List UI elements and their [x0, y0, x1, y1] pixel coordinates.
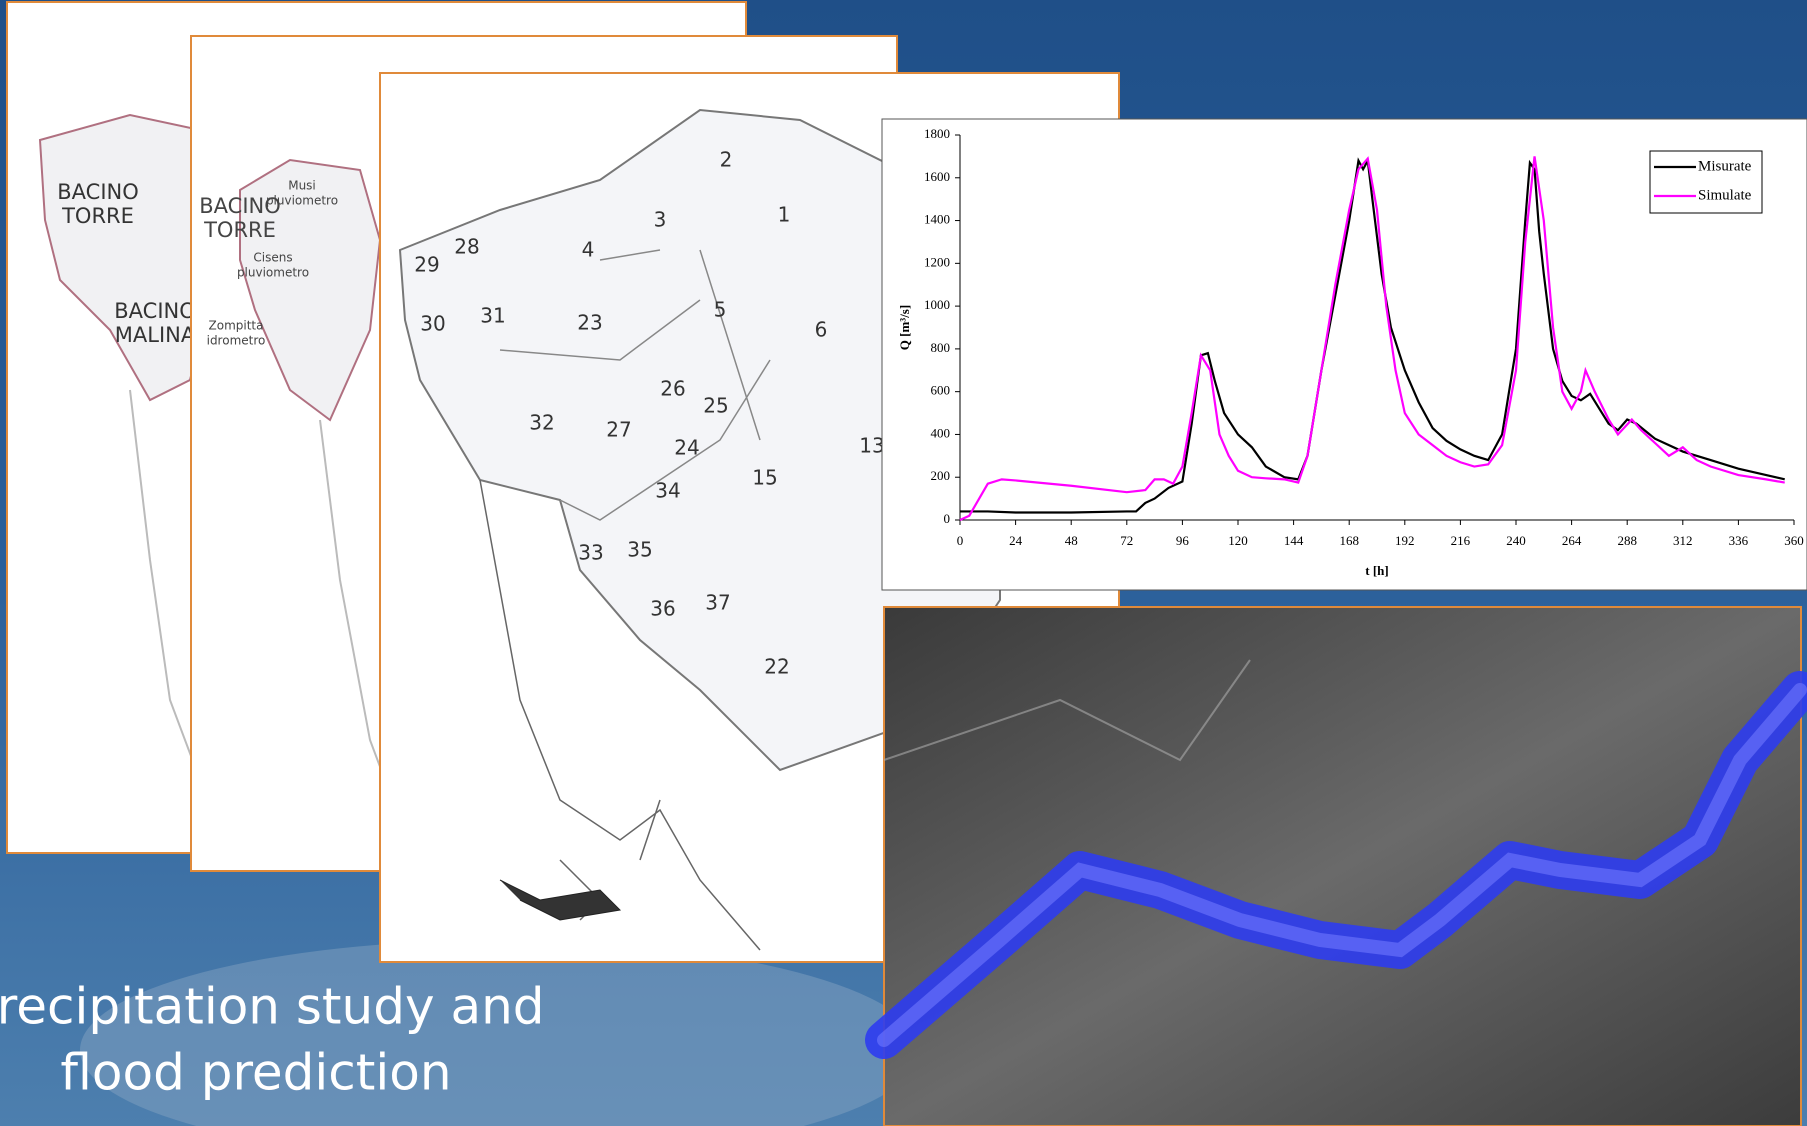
map-label: TORRE [203, 218, 276, 242]
map-label: 22 [764, 655, 789, 679]
map-label: 37 [705, 591, 730, 615]
map-label: 35 [627, 538, 652, 562]
y-tick-label: 600 [931, 383, 951, 398]
flood-aerial-photo [884, 607, 1801, 1126]
x-tick-label: 168 [1339, 533, 1359, 548]
map-label: Musi [288, 179, 316, 193]
map-label: 4 [582, 238, 595, 262]
map-label: 23 [577, 311, 602, 335]
y-axis-label: Q [m³/s] [897, 305, 912, 350]
x-tick-label: 144 [1284, 533, 1304, 548]
x-tick-label: 336 [1729, 533, 1749, 548]
map-label: 34 [655, 479, 680, 503]
legend-label: Simulate [1698, 187, 1752, 203]
map-label: 32 [529, 411, 554, 435]
map-label: 27 [606, 418, 631, 442]
map-label: 5 [714, 298, 727, 322]
y-tick-label: 0 [944, 511, 951, 526]
discharge-chart: 0 200 400 600 800 1000 1200 1400 1600 1800 0 24 48 72… [882, 119, 1807, 590]
map-label: BACINO [114, 299, 196, 323]
x-tick-label: 96 [1176, 533, 1190, 548]
map-label: Zompitta [209, 319, 264, 333]
map-label: BACINO [57, 180, 139, 204]
map-label: 26 [660, 377, 685, 401]
map-label: 30 [420, 312, 445, 336]
slide: BACINOTORREBACINOMALINA BACINOTORREMusip… [0, 0, 1807, 1126]
map-label: 3 [654, 208, 667, 232]
x-tick-label: 288 [1617, 533, 1637, 548]
caption-line: flood prediction [60, 1044, 451, 1102]
map-label: 25 [703, 394, 728, 418]
x-tick-label: 312 [1673, 533, 1693, 548]
map-label: 1 [778, 203, 791, 227]
y-tick-label: 400 [931, 425, 951, 440]
map-label: 2 [720, 148, 733, 172]
map-label: 29 [414, 253, 439, 277]
y-tick-label: 1600 [924, 169, 950, 184]
legend-label: Misurate [1698, 158, 1752, 174]
map-label: idrometro [207, 334, 266, 348]
y-tick-label: 800 [931, 340, 951, 355]
caption-line: Precipitation study and [0, 978, 545, 1036]
x-tick-label: 192 [1395, 533, 1415, 548]
x-tick-label: 0 [957, 533, 964, 548]
y-tick-label: 1400 [924, 212, 950, 227]
map-label: 33 [578, 541, 603, 565]
map-label: 15 [752, 466, 777, 490]
map-label: pluviometro [237, 266, 309, 280]
x-tick-label: 240 [1506, 533, 1526, 548]
map-label: pluviometro [266, 194, 338, 208]
x-tick-label: 360 [1784, 533, 1804, 548]
x-tick-label: 24 [1009, 533, 1023, 548]
x-tick-label: 120 [1228, 533, 1248, 548]
y-tick-label: 1200 [924, 254, 950, 269]
map-label: 36 [650, 597, 675, 621]
map-label: 28 [454, 235, 479, 259]
map-label: 13 [859, 434, 884, 458]
y-tick-label: 1000 [924, 297, 950, 312]
map-label: MALINA [115, 323, 196, 347]
x-tick-label: 72 [1120, 533, 1133, 548]
y-tick-label: 200 [931, 468, 951, 483]
x-tick-label: 48 [1065, 533, 1078, 548]
y-tick-label: 1800 [924, 126, 950, 141]
map-label: 31 [480, 304, 505, 328]
x-tick-label: 264 [1562, 533, 1582, 548]
map-label: Cisens [253, 251, 292, 265]
x-tick-label: 216 [1451, 533, 1471, 548]
map-label: 6 [815, 318, 828, 342]
map-label: 24 [674, 436, 699, 460]
map-label: TORRE [61, 204, 134, 228]
x-axis-label: t [h] [1365, 563, 1388, 578]
